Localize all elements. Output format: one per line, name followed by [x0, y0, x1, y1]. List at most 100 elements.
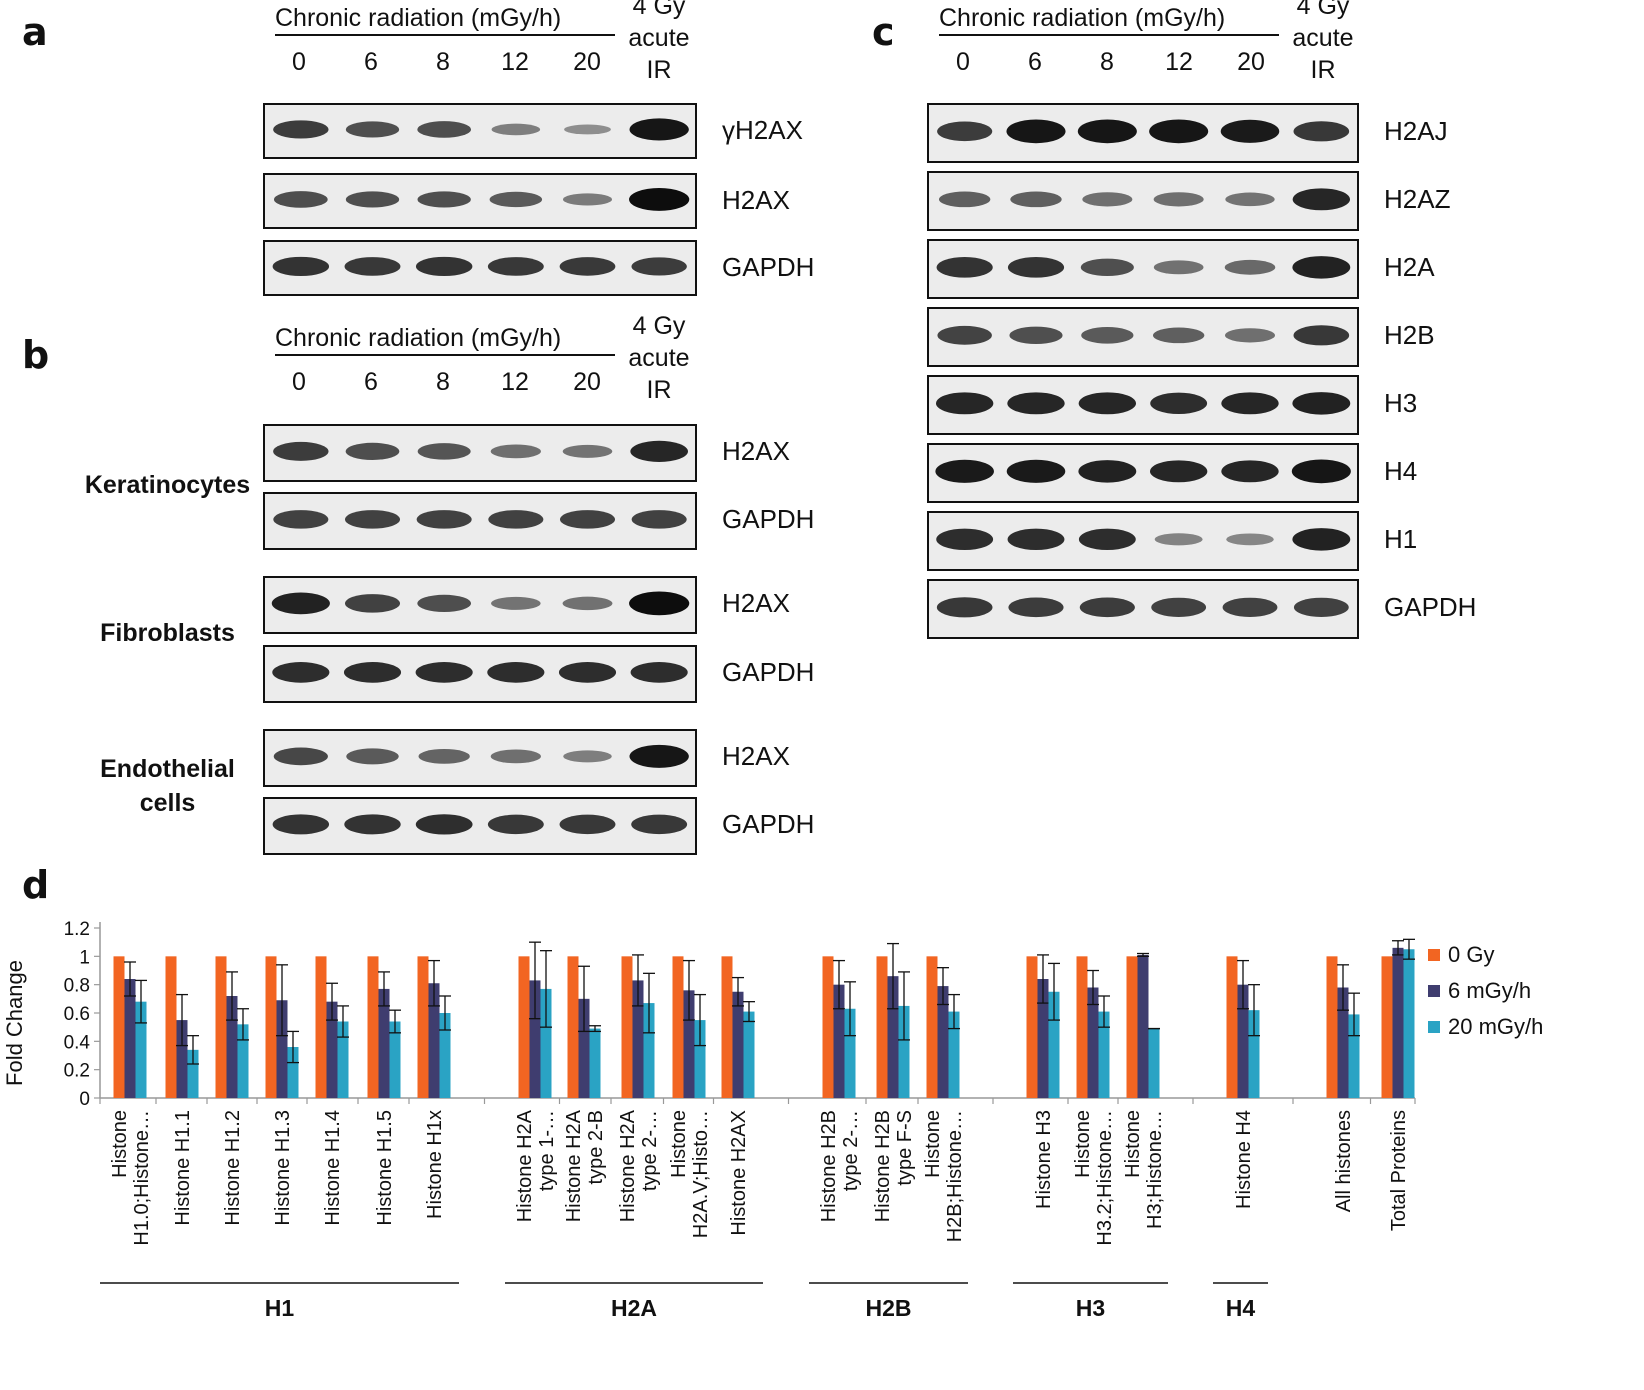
panel-c-blot-0-band-1 [1006, 119, 1066, 144]
panel-c-acute-line-1: acute [1292, 24, 1354, 52]
panel-a-blot-2-band-4 [559, 257, 616, 276]
panel-b-blot-2-0-bands [273, 744, 689, 768]
panel-c-blot-7-band-0 [936, 597, 993, 618]
category-label-0-0: Histone [109, 1110, 131, 1178]
category-label-15-0: Histone H3 [1033, 1110, 1055, 1209]
panel-a-blot-0-band-5 [629, 118, 689, 141]
panel-c-blot-label-4: H3 [1384, 388, 1418, 418]
bar-0-9 [621, 956, 633, 1098]
panel-a-lane-label-3: 12 [501, 48, 529, 76]
panel-c-blot-0-band-3 [1149, 119, 1209, 144]
panel-c-blot-label-7: GAPDH [1384, 592, 1477, 622]
panel-c-blot-3-band-4 [1225, 328, 1275, 343]
panel-b-blot-0-1-band-0 [273, 510, 329, 529]
category-label-11-0: Histone H2AX [728, 1110, 750, 1236]
bar-1-0 [124, 979, 136, 1098]
panel-b-blot-0-0-band-4 [562, 444, 613, 458]
category-label-16-1: H3.2;Histone… [1094, 1110, 1116, 1246]
panel-b-blot-2-0-band-2 [418, 748, 470, 764]
group-label-2: H2B [865, 1295, 911, 1321]
panel-b-blot-2-0-band-0 [273, 747, 328, 766]
panel-b-blot-1-0-band-5 [629, 591, 690, 616]
panel-a-blot-1-band-0 [274, 191, 328, 208]
bar-0-10 [672, 956, 684, 1098]
panel-b-blot-0-0-band-3 [490, 444, 541, 459]
legend-label-2: 20 mGy/h [1448, 1014, 1543, 1039]
panel-c-blot-label-6: H1 [1384, 524, 1418, 554]
bar-1-6 [428, 983, 440, 1098]
panel-a-blot-1-band-3 [489, 191, 543, 208]
panel-c-blot-7-band-2 [1079, 597, 1135, 618]
panel-c-blot-1-band-5 [1292, 188, 1351, 211]
panel-b-acute-line-1: acute [628, 344, 690, 372]
panel-b-blot-1-0-band-4 [562, 596, 613, 611]
panel-c-blot-6-band-0 [936, 528, 994, 551]
bar-0-19 [1326, 956, 1338, 1098]
panel-c-blot-label-5: H4 [1384, 456, 1418, 486]
panel-b-blot-2-1 [263, 797, 697, 855]
bar-2-7 [540, 988, 552, 1098]
panel-c-lane-label-1: 6 [1028, 48, 1042, 76]
bar-0-14 [926, 956, 938, 1098]
panel-b-blot-label-1-0: H2AX [722, 588, 790, 618]
bar-0-4 [315, 956, 327, 1098]
panel-c-lane-label-0: 0 [956, 48, 970, 76]
panel-c-blot-2-band-5 [1292, 256, 1351, 279]
bar-1-3 [276, 1000, 288, 1098]
bar-1-11 [732, 991, 744, 1098]
panel-a-acute-line-1: acute [628, 24, 690, 52]
panel-c-blot-5-band-4 [1221, 460, 1279, 483]
panel-c-blot-1-band-4 [1225, 192, 1275, 207]
category-label-14-0: Histone [922, 1110, 944, 1178]
panel-c-blot-0-band-0 [937, 121, 993, 142]
panel-c-header-title: Chronic radiation (mGy/h) [939, 4, 1226, 32]
panel-b-blot-1-0-band-0 [271, 592, 330, 615]
panel-c-blot-4-band-0 [935, 392, 994, 415]
panel-c-blot-0-band-5 [1293, 121, 1350, 142]
panel-c-blot-7 [927, 579, 1359, 639]
panel-c-blot-0-band-4 [1220, 119, 1280, 143]
category-label-14-1: H2B;Histone… [944, 1110, 966, 1242]
panel-b-blot-0-0-band-5 [630, 440, 688, 462]
bar-2-10 [694, 1020, 706, 1098]
group-label-0: H1 [265, 1295, 295, 1321]
panel-c-blot-2-band-3 [1153, 260, 1204, 275]
panel-a-blot-1-band-2 [417, 191, 471, 208]
panel-b-lane-label-3: 12 [501, 368, 529, 396]
panel-a-blot-2-band-3 [487, 257, 544, 276]
panel-a-blot-2-band-5 [631, 257, 687, 276]
panel-a-blot-0-band-0 [273, 120, 329, 139]
panel-c-blot-6-band-1 [1007, 528, 1065, 551]
panel-c-blot-3-band-1 [1009, 326, 1063, 345]
panel-c-blot-1-band-0 [938, 191, 991, 208]
bar-0-7 [518, 956, 530, 1098]
panel-c-blot-6-band-5 [1292, 528, 1351, 551]
bar-2-0 [135, 1001, 147, 1098]
legend-label-0: 0 Gy [1448, 942, 1494, 967]
bar-1-13 [887, 976, 899, 1098]
bar-1-15 [1037, 979, 1049, 1098]
panel-letter-a: a [22, 10, 48, 54]
panel-c-acute-label: 4 Gy acute IR [1268, 0, 1378, 86]
panel-c-blot-4-bands [935, 392, 1351, 415]
bar-2-15 [1048, 991, 1060, 1098]
y-tick-label-3: 0.6 [64, 1004, 90, 1025]
panel-b-cell-label-1: Fibroblasts [70, 616, 265, 650]
panel-c-blot-4-band-5 [1292, 392, 1351, 415]
category-label-6-0: Histone H1x [424, 1110, 446, 1219]
panel-c-blot-label-3: H2B [1384, 320, 1435, 350]
bar-0-5 [367, 956, 379, 1098]
panel-b-acute-line-0: 4 Gy [632, 312, 686, 340]
panel-a-blot-0-bands [273, 118, 689, 141]
panel-b-blot-1-1-band-1 [343, 662, 402, 683]
bar-2-12 [844, 1008, 856, 1098]
panel-b-blot-0-1-bands [273, 510, 687, 529]
panel-a-lane-label-0: 0 [292, 48, 306, 76]
panel-b-blot-label-2-0: H2AX [722, 741, 790, 771]
y-tick-label-0: 0 [79, 1089, 90, 1110]
panel-c-lane-label-4: 20 [1237, 48, 1265, 76]
bar-1-2 [226, 996, 238, 1098]
panel-c-blot-5-band-2 [1078, 460, 1137, 483]
panel-a-blot-2 [263, 240, 697, 296]
panel-b-blot-1-1-band-4 [558, 662, 617, 683]
